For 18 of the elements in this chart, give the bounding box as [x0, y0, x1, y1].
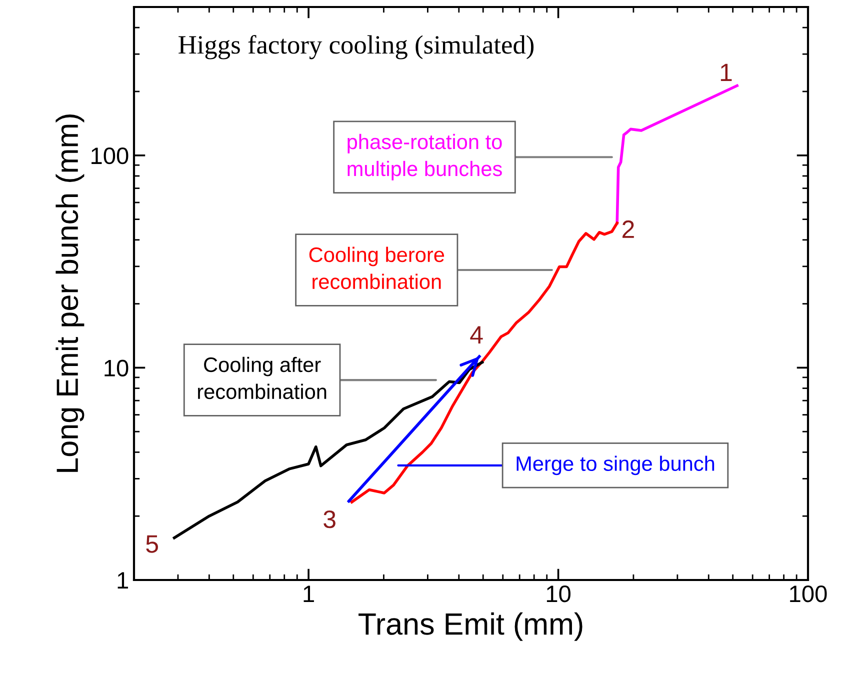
x-axis-title: Trans Emit (mm)	[358, 612, 582, 641]
annotation: 3	[324, 510, 336, 528]
x-tick-label: 1	[304, 586, 314, 602]
y-tick-label: 1	[118, 572, 128, 589]
text: Higgs factory cooling (simulated)	[178, 34, 534, 60]
x-tick-label: 10	[546, 585, 570, 602]
x-tick-label: 100	[790, 585, 827, 602]
text: Merge to singe bunch	[516, 456, 714, 476]
text: Cooling after recombination	[198, 356, 326, 400]
text: phase-rotation to multiple bunches	[348, 134, 502, 180]
annotation: 4	[470, 326, 483, 344]
y-tick-label: 100	[92, 147, 128, 164]
annotation: 1	[720, 64, 732, 82]
annotation: 2	[622, 220, 634, 238]
y-tick-label: 10	[104, 360, 128, 376]
y-axis-title: Long Emit per bunch (mm)	[56, 114, 84, 472]
text: Cooling berore recombination	[309, 246, 444, 290]
annotation: 5	[146, 535, 158, 553]
